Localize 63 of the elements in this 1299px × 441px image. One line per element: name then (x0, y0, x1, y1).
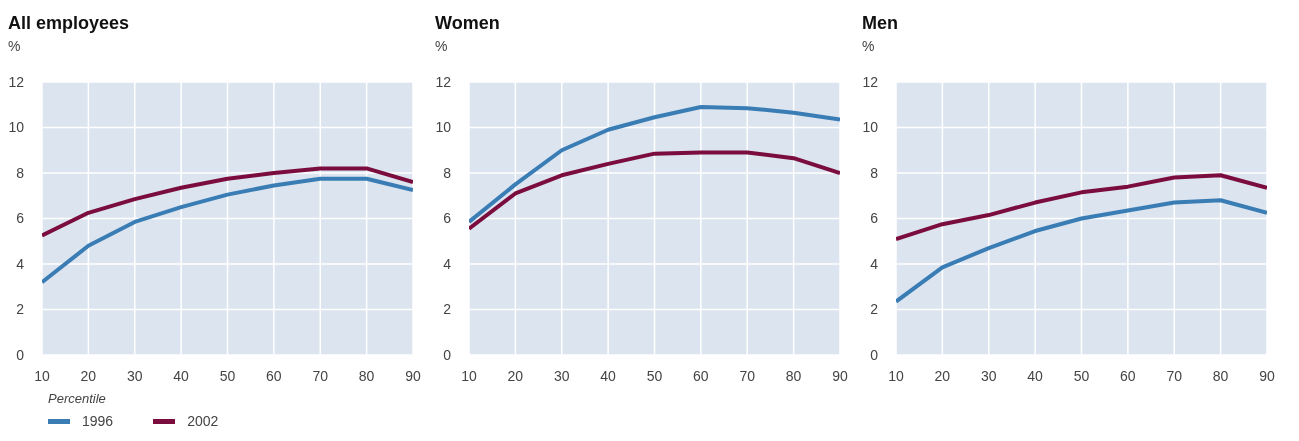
x-tick-label: 90 (832, 367, 848, 384)
x-tick-label: 40 (173, 367, 190, 384)
x-tick-label: 20 (507, 367, 524, 384)
chart-title: All employees (8, 12, 131, 35)
y-axis-title: % (8, 38, 22, 56)
x-tick-label: 50 (1073, 367, 1090, 384)
y-tick-label: 8 (870, 164, 879, 181)
x-tick-label: 60 (693, 367, 709, 384)
x-tick-label: 30 (553, 367, 570, 384)
x-tick-label: 10 (461, 367, 477, 384)
y-tick-label: 0 (443, 346, 452, 363)
y-tick-label: 6 (16, 210, 25, 227)
y-tick-label: 12 (435, 73, 452, 90)
x-tick-label: 60 (266, 367, 282, 384)
y-tick-label: 10 (435, 119, 452, 136)
line-series (469, 105, 840, 224)
y-tick-label: 4 (443, 255, 452, 272)
y-tick-label: 6 (443, 210, 452, 227)
chart-title: Women (435, 12, 501, 35)
chart-title: Men (862, 12, 899, 35)
x-tick-label: 70 (739, 367, 756, 384)
x-tick-label: 10 (34, 367, 50, 384)
x-tick-label: 20 (934, 367, 951, 384)
x-tick-label: 30 (126, 367, 143, 384)
y-tick-label: 10 (862, 119, 879, 136)
y-tick-label: 10 (8, 119, 25, 136)
y-tick-label: 6 (870, 210, 879, 227)
x-tick-label: 10 (888, 367, 904, 384)
y-axis-title: % (435, 38, 449, 56)
line-series (896, 198, 1267, 304)
x-tick-label: 80 (1212, 367, 1229, 384)
x-tick-label: 70 (1166, 367, 1183, 384)
x-tick-label: 50 (646, 367, 663, 384)
y-tick-label: 2 (443, 301, 452, 318)
x-tick-label: 20 (80, 367, 97, 384)
y-tick-label: 4 (870, 255, 879, 272)
x-tick-label: 50 (219, 367, 236, 384)
x-tick-label: 60 (1120, 367, 1136, 384)
y-tick-label: 8 (443, 164, 452, 181)
y-tick-label: 4 (16, 255, 25, 272)
x-tick-label: 90 (1259, 367, 1275, 384)
line-series (42, 166, 413, 238)
y-tick-label: 0 (870, 346, 879, 363)
x-tick-label: 90 (405, 367, 421, 384)
y-tick-label: 2 (16, 301, 25, 318)
line-series (42, 176, 413, 285)
y-tick-label: 0 (16, 346, 25, 363)
x-tick-label: 30 (980, 367, 997, 384)
x-tick-label: 40 (600, 367, 617, 384)
x-tick-label: 80 (358, 367, 375, 384)
x-tick-label: 80 (785, 367, 802, 384)
y-tick-label: 12 (8, 73, 25, 90)
legend-label: 2002 (187, 413, 219, 429)
legend-label: 1996 (82, 413, 114, 429)
x-tick-label: 70 (312, 367, 329, 384)
y-tick-label: 8 (16, 164, 25, 181)
y-tick-label: 12 (862, 73, 879, 90)
line-series (469, 150, 840, 231)
y-tick-label: 2 (870, 301, 879, 318)
x-tick-label: 40 (1027, 367, 1044, 384)
y-axis-title: % (862, 38, 876, 56)
line-series (896, 173, 1267, 241)
x-axis-title: Percentile (48, 391, 107, 408)
